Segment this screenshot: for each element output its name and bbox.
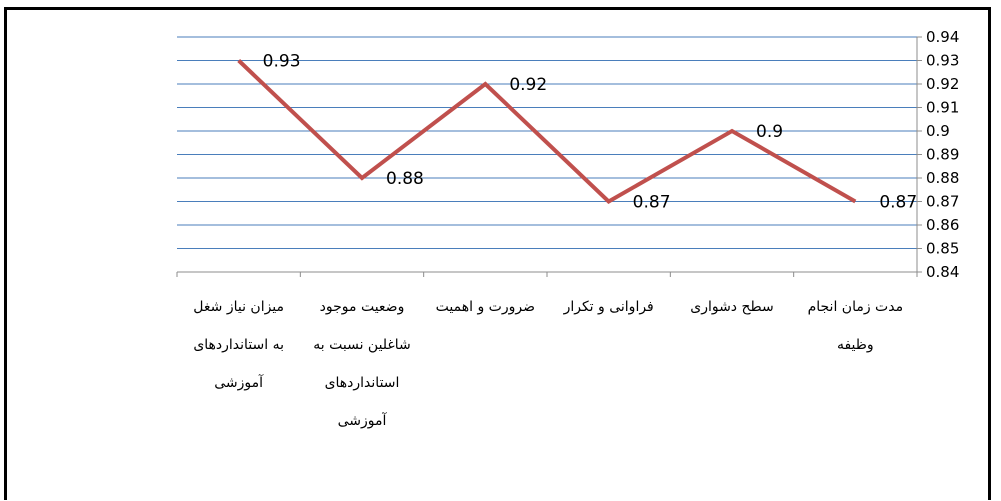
category-label: ضرورت و اهمیت (436, 299, 535, 315)
data-label: 0.9 (756, 122, 783, 142)
y-tick-label: 0.87 (926, 193, 959, 211)
y-tick-label: 0.88 (926, 169, 959, 187)
category-label: آموزشی (338, 412, 388, 429)
category-label: فراوانی و تکرار (563, 299, 654, 315)
y-tick-label: 0.84 (926, 263, 959, 281)
category-labels: میزان نیاز شغل به استانداردهای آموزشی وضعیت… (193, 299, 903, 429)
y-tick-label: 0.85 (926, 240, 959, 258)
category-label: استانداردهای (325, 375, 400, 391)
category-label: میزان نیاز شغل (193, 299, 284, 315)
data-labels: 0.93 0.88 0.92 0.87 0.9 0.87 (263, 52, 918, 213)
y-tick-label: 0.94 (926, 28, 959, 46)
y-tick-label: 0.93 (926, 52, 959, 70)
category-label: به استانداردهای (193, 337, 284, 353)
data-label: 0.87 (633, 193, 671, 213)
axes (176, 36, 922, 277)
category-label: آموزشی (214, 374, 264, 391)
y-tick-label: 0.92 (926, 75, 959, 93)
y-tick-label: 0.9 (926, 122, 950, 140)
data-label: 0.87 (879, 193, 917, 213)
category-label: شاغلین نسبت به (313, 337, 411, 353)
category-label: مدت زمان انجام (808, 299, 904, 315)
chart-frame (4, 7, 991, 500)
data-label: 0.88 (386, 169, 424, 189)
series-line (237, 59, 857, 204)
y-tick-label: 0.89 (926, 146, 959, 164)
y-tick-labels: 0.84 0.85 0.86 0.87 0.88 0.89 0.9 0.91 0.92 0.93 0… (926, 28, 959, 281)
y-tick-label: 0.86 (926, 216, 959, 234)
data-label: 0.92 (509, 75, 547, 95)
category-label: سطح دشواری (690, 299, 774, 315)
series-layer (237, 59, 857, 204)
category-label: وظیفه (837, 337, 874, 353)
y-tick-label: 0.91 (926, 99, 959, 117)
gridlines (177, 36, 917, 249)
data-label: 0.93 (263, 52, 301, 72)
category-label: وضعیت موجود (320, 299, 405, 315)
